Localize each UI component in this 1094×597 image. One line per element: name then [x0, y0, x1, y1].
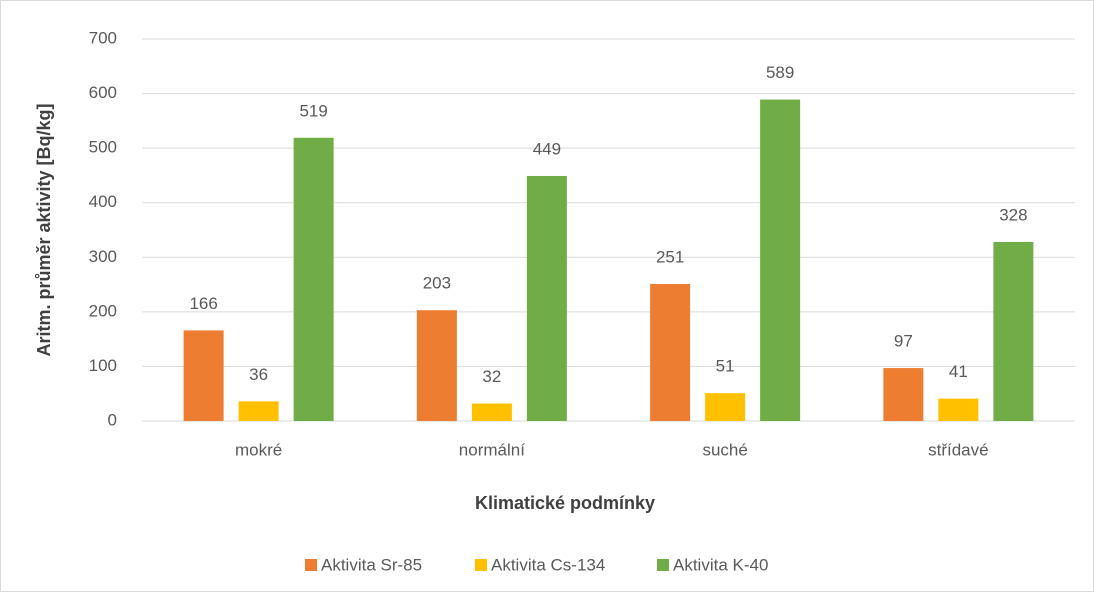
y-tick-label: 200	[89, 301, 117, 320]
x-tick-label: střídavé	[928, 440, 988, 459]
legend-label: Aktivita K-40	[673, 555, 768, 574]
bar	[183, 330, 224, 421]
x-tick-label: suché	[702, 440, 747, 459]
legend-swatch	[657, 559, 669, 571]
data-label: 519	[299, 101, 327, 120]
bar	[526, 175, 567, 421]
legend-swatch	[305, 559, 317, 571]
legend-swatch	[475, 559, 487, 571]
data-label: 32	[482, 367, 501, 386]
y-axis-title: Aritm. průměr aktivity [Bq/kg]	[34, 103, 54, 356]
data-label: 97	[894, 332, 913, 351]
data-label: 328	[999, 205, 1027, 224]
data-label: 251	[656, 248, 684, 267]
y-tick-label: 700	[89, 28, 117, 47]
bar	[760, 99, 801, 422]
legend-label: Aktivita Sr-85	[321, 555, 422, 574]
bar	[293, 137, 334, 421]
data-label: 36	[249, 365, 268, 384]
data-label: 51	[716, 357, 735, 376]
data-label: 449	[533, 139, 561, 158]
data-label: 203	[423, 274, 451, 293]
legend-label: Aktivita Cs-134	[491, 555, 605, 574]
x-tick-label: normální	[459, 440, 525, 459]
y-tick-label: 500	[89, 138, 117, 157]
data-label: 41	[949, 362, 968, 381]
bar	[993, 242, 1034, 421]
bar	[705, 393, 746, 421]
y-tick-label: 400	[89, 192, 117, 211]
y-tick-label: 600	[89, 83, 117, 102]
bar	[883, 368, 924, 421]
y-tick-label: 100	[89, 356, 117, 375]
y-tick-label: 0	[108, 410, 117, 429]
bar	[471, 403, 512, 421]
data-label: 166	[189, 294, 217, 313]
bar	[238, 401, 279, 421]
bar	[938, 398, 979, 421]
bar	[650, 284, 691, 421]
x-tick-label: mokré	[235, 440, 282, 459]
data-label: 589	[766, 63, 794, 82]
y-tick-label: 300	[89, 247, 117, 266]
bar	[416, 310, 457, 421]
x-axis-title: Klimatické podmínky	[475, 493, 655, 513]
